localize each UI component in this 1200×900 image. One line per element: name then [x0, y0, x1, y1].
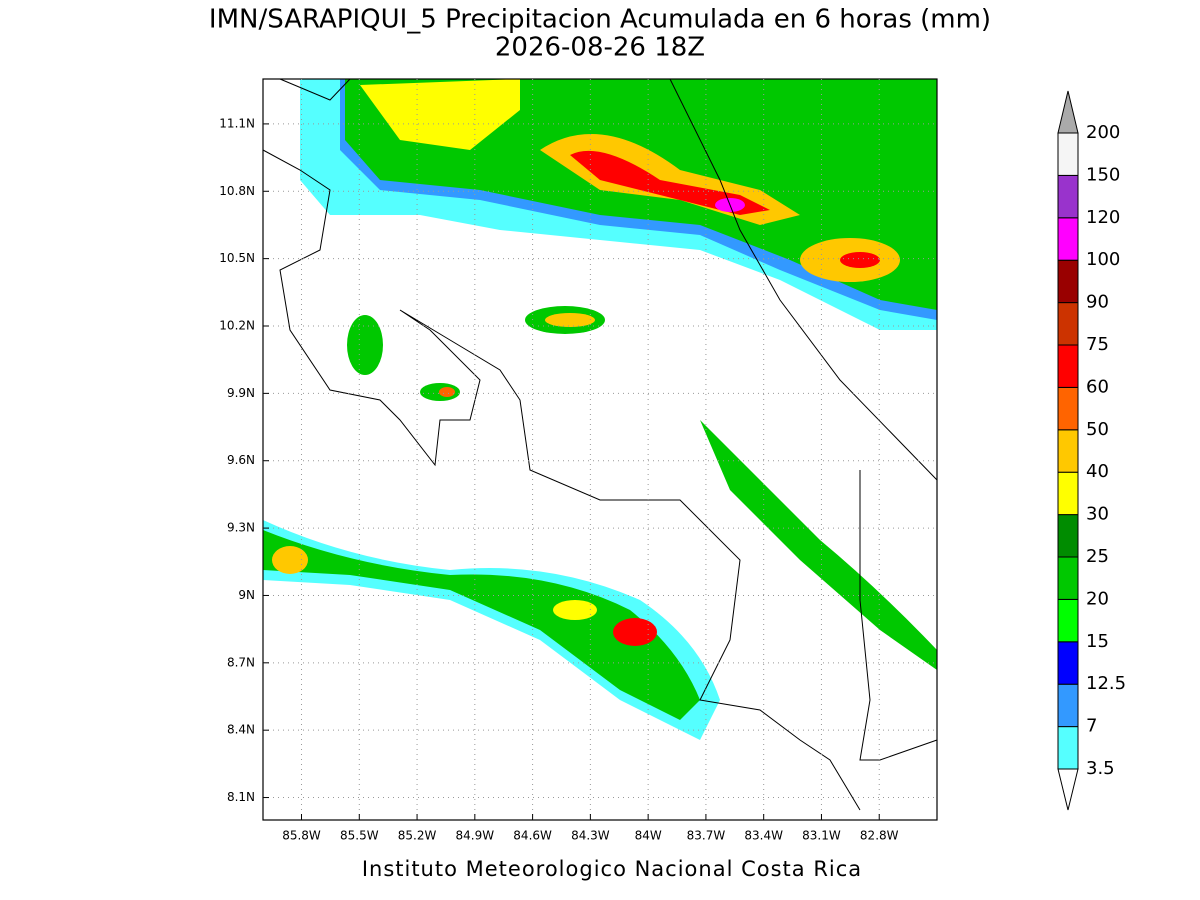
x-tick-label: 82.8W: [860, 829, 899, 843]
colorbar-label: 15: [1086, 631, 1109, 652]
y-tick-label: 8.1N: [227, 790, 255, 804]
y-tick-label: 9.3N: [227, 521, 255, 535]
y-tick-label: 8.4N: [227, 723, 255, 737]
colorbar-label: 100: [1086, 249, 1120, 270]
colorbar-box: [1057, 344, 1079, 388]
colorbar-label: 50: [1086, 419, 1109, 440]
y-tick-label: 10.5N: [219, 251, 255, 265]
colorbar-box: [1057, 683, 1079, 728]
title: IMN/SARAPIQUI_5 Precipitacion Acumulada …: [209, 5, 991, 35]
colorbar-label: 25: [1086, 546, 1109, 567]
x-tick-label: 83.4W: [744, 829, 783, 843]
colorbar-label: 12.5: [1086, 673, 1126, 694]
colorbar-box: [1057, 598, 1079, 643]
colorbar-box: [1057, 259, 1079, 304]
x-tick-label: 84.3W: [571, 829, 610, 843]
y-tick-label: 10.8N: [219, 184, 255, 198]
y-tick-label: 11.1N: [219, 116, 255, 130]
x-tick-label: 84.6W: [513, 829, 552, 843]
colorbar-label: 7: [1086, 716, 1097, 737]
colorbar-under: [1057, 768, 1079, 811]
x-tick-label: 83.1W: [802, 829, 841, 843]
colorbar-label: 120: [1086, 207, 1120, 228]
x-tick-label: 84.9W: [456, 829, 495, 843]
y-tick-label: 10.2N: [219, 319, 255, 333]
x-tick-label: 83.7W: [687, 829, 726, 843]
colorbar-label: 30: [1086, 504, 1109, 525]
y-tick-label: 9.9N: [227, 386, 255, 400]
colorbar-label: 3.5: [1086, 758, 1115, 779]
colorbar-box: [1057, 429, 1079, 473]
x-tick-label: 85.5W: [340, 829, 379, 843]
colorbar-box: [1057, 174, 1079, 219]
colorbar-box: [1057, 641, 1079, 685]
colorbar-box: [1057, 556, 1079, 600]
colorbar-label: 150: [1086, 164, 1120, 185]
colorbar-label: 20: [1086, 588, 1109, 609]
colorbar-label: 75: [1086, 334, 1109, 355]
colorbar-box: [1057, 132, 1079, 176]
x-tick-label: 85.2W: [398, 829, 437, 843]
subtitle: 2026-08-26 18Z: [495, 33, 705, 63]
x-tick-label: 84W: [635, 829, 662, 843]
y-tick-label: 8.7N: [227, 655, 255, 669]
colorbar-box: [1057, 726, 1079, 770]
colorbar-box: [1057, 514, 1079, 558]
colorbar-label: 60: [1086, 376, 1109, 397]
y-tick-label: 9.6N: [227, 453, 255, 467]
y-tick-label: 9N: [238, 588, 255, 602]
colorbar-box: [1057, 217, 1079, 261]
x-tick-label: 85.8W: [282, 829, 321, 843]
colorbar-label: 90: [1086, 292, 1109, 313]
colorbar-label: 40: [1086, 461, 1109, 482]
map-frame: [262, 78, 938, 821]
precip-field: [262, 78, 938, 811]
colorbar-over: [1057, 90, 1079, 134]
footer: Instituto Meteorologico Nacional Costa R…: [362, 857, 862, 881]
colorbar-box: [1057, 302, 1079, 346]
colorbar-box: [1057, 386, 1079, 431]
colorbar-label: 200: [1086, 122, 1120, 143]
colorbar-box: [1057, 471, 1079, 516]
